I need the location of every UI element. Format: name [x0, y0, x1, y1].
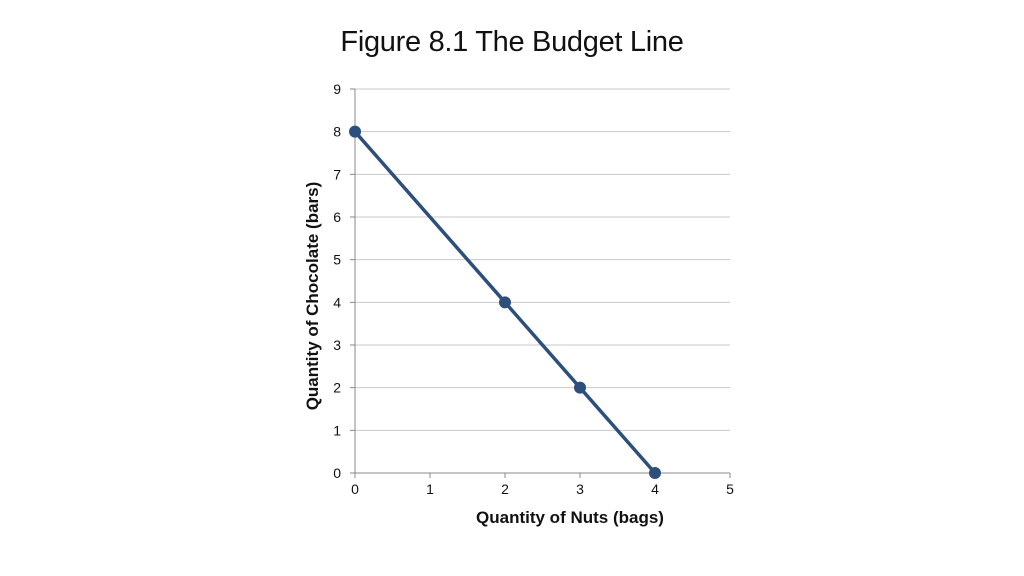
- data-point: [574, 381, 586, 394]
- grid-lines: [355, 88, 730, 431]
- y-tick-label: 3: [333, 337, 341, 353]
- y-tick-label: 0: [333, 465, 341, 481]
- y-tick-label: 8: [333, 124, 341, 140]
- x-tick-label: 3: [576, 481, 584, 497]
- x-tick-label: 5: [726, 481, 734, 497]
- y-axis-label: Quantity of Chocolate (bars): [303, 182, 322, 411]
- y-tick-label: 1: [333, 422, 341, 438]
- y-tick-label: 7: [333, 166, 341, 182]
- series: [349, 125, 661, 479]
- x-tick-label: 4: [651, 481, 659, 497]
- axes: [350, 88, 731, 478]
- y-tick-labels: 0 1 2 3 4 5 6 7 8 9: [333, 81, 341, 481]
- x-axis-label: Quantity of Nuts (bags): [476, 508, 664, 527]
- y-tick-label: 6: [333, 209, 341, 225]
- chart-title: Figure 8.1 The Budget Line: [340, 26, 684, 58]
- budget-line: [353, 130, 657, 475]
- y-tick-label: 4: [333, 294, 341, 310]
- y-tick-label: 2: [333, 380, 341, 396]
- data-point: [499, 296, 511, 309]
- x-tick-labels: 0 1 2 3 4 5: [351, 481, 734, 497]
- x-tick-label: 0: [351, 481, 359, 497]
- y-tick-label: 9: [333, 81, 341, 97]
- y-tick-label: 5: [333, 252, 341, 268]
- data-point: [649, 467, 661, 479]
- x-tick-label: 1: [426, 481, 434, 497]
- data-point: [349, 125, 361, 138]
- x-tick-label: 2: [501, 481, 509, 497]
